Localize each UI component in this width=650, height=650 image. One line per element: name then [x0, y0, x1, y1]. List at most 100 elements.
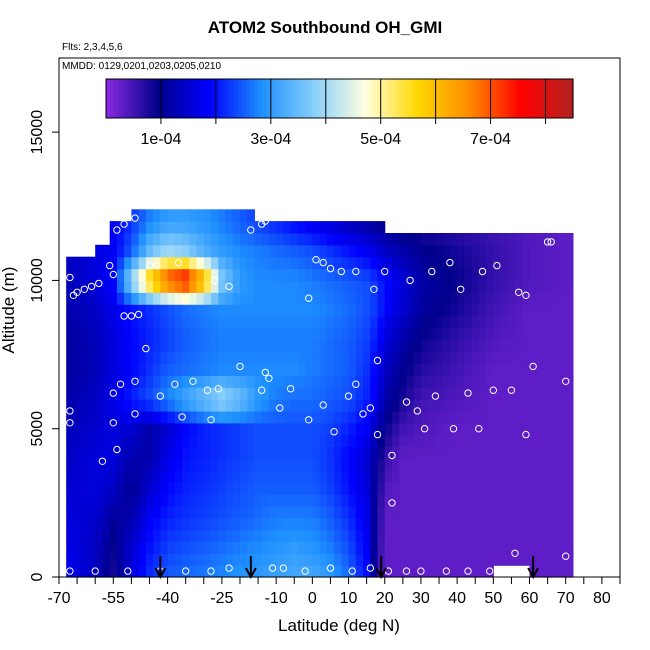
- heatmap-cell: [124, 553, 132, 566]
- heatmap-cell: [174, 363, 183, 376]
- heatmap-cell: [536, 327, 545, 341]
- heatmap-cell: [95, 410, 103, 424]
- heatmap-cell: [507, 244, 516, 258]
- heatmap-cell: [544, 327, 552, 341]
- heatmap-cell: [319, 256, 328, 270]
- heatmap-cell: [254, 387, 263, 400]
- heatmap-cell: [536, 280, 545, 293]
- observation-point: [475, 425, 483, 433]
- colorbar-swatch: [164, 79, 169, 118]
- heatmap-cell: [160, 529, 169, 542]
- heatmap-cell: [464, 505, 473, 519]
- heatmap-cell: [182, 529, 190, 542]
- heatmap-cell: [515, 529, 523, 542]
- heatmap-cell: [254, 410, 263, 424]
- heatmap-cell: [334, 410, 342, 424]
- heatmap-cell: [341, 434, 350, 448]
- heatmap-cell: [413, 470, 422, 483]
- heatmap-cell: [370, 316, 379, 329]
- observation-point: [66, 567, 74, 575]
- heatmap-cell: [211, 505, 219, 519]
- heatmap-cell: [420, 517, 429, 531]
- heatmap-cell: [80, 363, 89, 376]
- heatmap-cell: [348, 505, 357, 519]
- heatmap-cell: [507, 410, 516, 424]
- heatmap-cell: [392, 565, 400, 578]
- heatmap-cell: [102, 351, 111, 365]
- heatmap-cell: [116, 446, 125, 459]
- heatmap-cell: [290, 410, 299, 424]
- heatmap-cell: [355, 482, 364, 495]
- heatmap-cell: [145, 565, 154, 578]
- heatmap-cell: [95, 517, 103, 531]
- heatmap-cell: [348, 517, 357, 531]
- colorbar-swatch: [362, 79, 368, 118]
- heatmap-cell: [232, 351, 241, 365]
- heatmap-cell: [95, 529, 103, 542]
- heatmap-cell: [334, 505, 342, 519]
- heatmap-cell: [544, 339, 552, 353]
- heatmap-cell: [457, 304, 465, 317]
- heatmap-cell: [334, 422, 342, 436]
- heatmap-cell: [355, 351, 364, 365]
- heatmap-cell: [268, 280, 277, 293]
- heatmap-cell: [363, 541, 371, 554]
- heatmap-cell: [109, 410, 118, 424]
- heatmap-cell: [464, 304, 473, 317]
- heatmap-cell: [377, 422, 386, 436]
- colorbar-swatch: [549, 79, 555, 118]
- heatmap-cell: [196, 505, 205, 519]
- heatmap-cell: [88, 458, 96, 471]
- heatmap-cell: [442, 304, 451, 317]
- heatmap-cell: [109, 494, 118, 507]
- heatmap-cell: [529, 268, 538, 282]
- observation-point: [247, 226, 255, 234]
- observation-point: [464, 389, 472, 397]
- heatmap-cell: [109, 280, 118, 293]
- heatmap-cell: [428, 339, 436, 353]
- heatmap-cell: [500, 529, 509, 542]
- heatmap-cell: [268, 517, 277, 531]
- heatmap-cell: [167, 256, 176, 270]
- heatmap-cell: [189, 529, 198, 542]
- heatmap-cell: [449, 387, 458, 400]
- heatmap-cell: [203, 256, 212, 270]
- heatmap-cell: [515, 363, 523, 376]
- heatmap-cell: [420, 482, 429, 495]
- heatmap-cell: [276, 505, 284, 519]
- heatmap-cell: [558, 256, 567, 270]
- heatmap-cell: [247, 422, 255, 436]
- colorbar-swatch: [172, 79, 177, 118]
- heatmap-cell: [384, 233, 393, 246]
- heatmap-cell: [377, 446, 386, 459]
- heatmap-cell: [326, 410, 335, 424]
- observation-point: [373, 356, 382, 365]
- heatmap-cell: [363, 565, 371, 578]
- heatmap-cell: [558, 244, 567, 258]
- heatmap-cell: [218, 280, 227, 293]
- heatmap-cell: [276, 399, 284, 412]
- heatmap-cell: [254, 339, 263, 353]
- heatmap-cell: [565, 422, 574, 436]
- heatmap-cell: [536, 470, 545, 483]
- heatmap-cell: [529, 494, 538, 507]
- heatmap-cell: [334, 316, 342, 329]
- heatmap-cell: [218, 565, 227, 578]
- colorbar-swatch: [429, 79, 434, 118]
- heatmap-cell: [196, 553, 205, 566]
- heatmap-cell: [435, 505, 444, 519]
- heatmap-cell: [102, 280, 111, 293]
- heatmap-cell: [399, 292, 407, 305]
- heatmap-cell: [261, 458, 270, 471]
- heatmap-cell: [413, 387, 422, 400]
- x-tick-label: 30: [412, 590, 430, 607]
- heatmap-cell: [413, 517, 422, 531]
- heatmap-cell: [348, 292, 357, 305]
- heatmap-cell: [406, 363, 415, 376]
- heatmap-cell: [355, 280, 364, 293]
- heatmap-cell: [283, 470, 292, 483]
- heatmap-cell: [240, 351, 248, 365]
- heatmap-cell: [124, 351, 132, 365]
- heatmap-cell: [551, 434, 559, 448]
- heatmap-cell: [392, 363, 400, 376]
